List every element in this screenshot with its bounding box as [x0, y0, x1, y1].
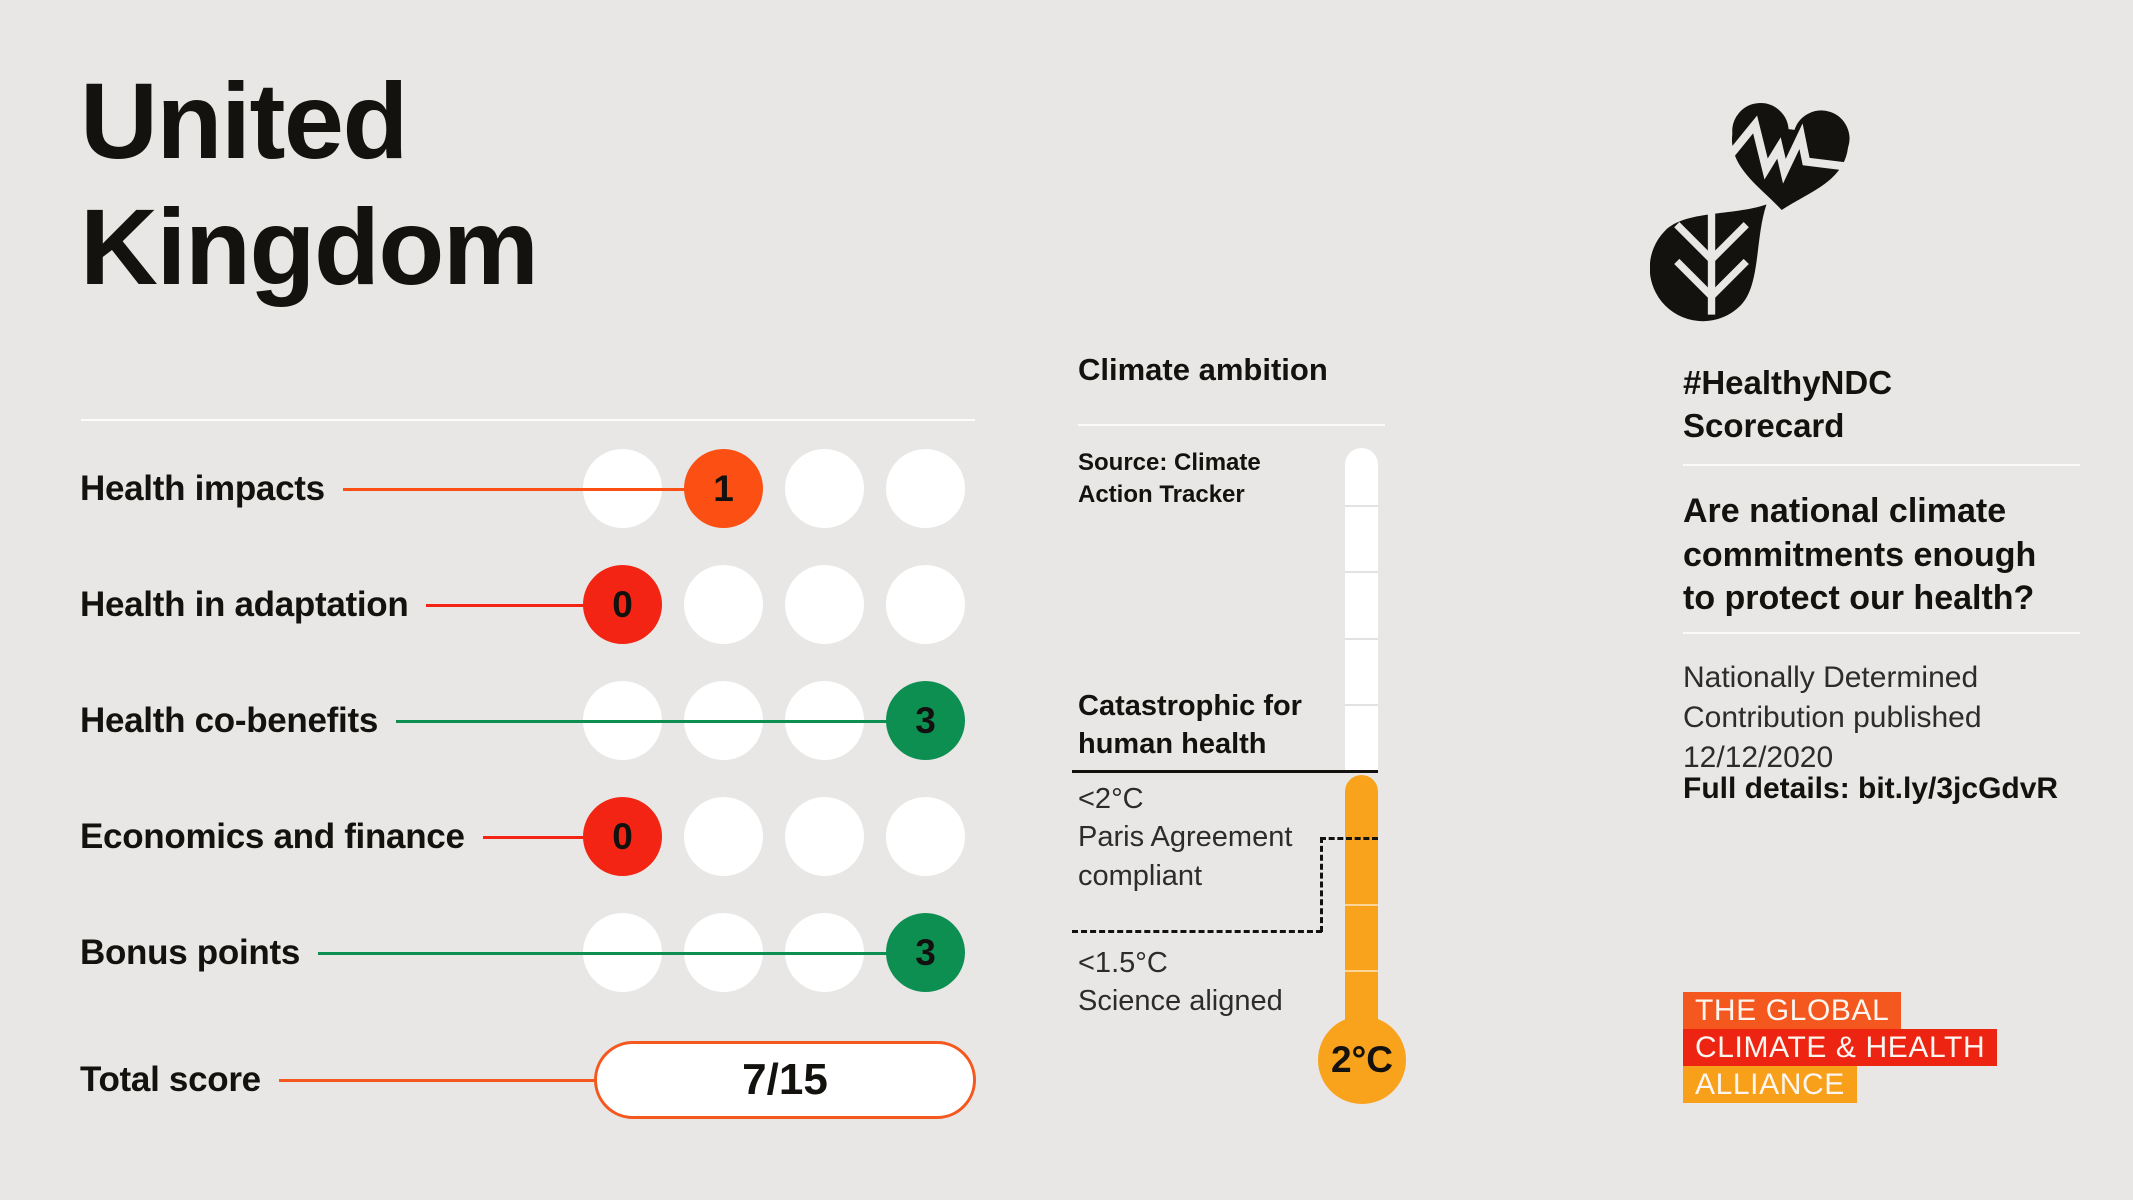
score-row-health-impacts: Health impacts 1 [80, 449, 975, 528]
total-score-label: Total score [80, 1060, 261, 1099]
one-five-degree-dashed-line [1320, 837, 1378, 840]
leader-line [343, 487, 724, 491]
score-row-label: Health co-benefits [80, 700, 378, 740]
total-score-row: Total score 7/15 [80, 1041, 976, 1119]
score-dot: 1 [684, 449, 763, 528]
score-dot: 0 [583, 797, 662, 876]
source-note: Source: Climate Action Tracker [1078, 449, 1261, 508]
score-dot: 0 [583, 565, 662, 644]
total-score-pill: 7/15 [594, 1041, 976, 1119]
score-dot [785, 565, 864, 644]
thermometer-segment-line [1345, 505, 1378, 507]
thermometer-segment-line [1345, 704, 1378, 706]
one-five-degree-label: <1.5°C Science aligned [1078, 947, 1283, 1018]
country-title: United Kingdom [80, 60, 539, 308]
score-row-label: Health in adaptation [80, 584, 409, 624]
thermometer-tube-upper [1345, 448, 1378, 772]
leader-line [396, 719, 926, 723]
hashtag-title: #HealthyNDC Scorecard [1683, 364, 1893, 444]
score-dot [886, 797, 965, 876]
score-dot: 3 [886, 681, 965, 760]
ndc-published-text: Nationally Determined Contribution publi… [1683, 661, 1982, 774]
score-row-health-in-adaptation: Health in adaptation 0 [80, 565, 975, 644]
climate-ambition-title: Climate ambition [1078, 352, 1328, 387]
thermometer-tube-fill [1345, 775, 1378, 1036]
panel-divider [1683, 464, 2080, 466]
score-row-health-co-benefits: Health co-benefits 3 [80, 681, 975, 760]
catastrophic-label: Catastrophic for human health [1078, 690, 1302, 760]
score-row-label: Economics and finance [80, 816, 465, 856]
full-details-link: Full details: bit.ly/3jcGdvR [1683, 772, 2059, 805]
score-row-label: Bonus points [80, 932, 300, 972]
leader-line [279, 1079, 594, 1082]
alliance-logo-line: THE GLOBAL [1683, 992, 1902, 1029]
question-text: Are national climate commitments enough … [1683, 492, 2037, 618]
thermometer-segment-line [1345, 571, 1378, 573]
two-degree-label: <2°C Paris Agreement compliant [1078, 783, 1293, 892]
leader-line [318, 951, 926, 955]
one-five-degree-dashed-line [1320, 837, 1323, 932]
climate-health-heart-leaf-logo-icon [1650, 100, 1856, 322]
thermometer-segment-line [1345, 970, 1378, 972]
alliance-logo-line: CLIMATE & HEALTH [1683, 1029, 1998, 1066]
score-dot [785, 449, 864, 528]
two-degree-threshold-line [1072, 770, 1378, 773]
alliance-logo: THE GLOBAL CLIMATE & HEALTH ALLIANCE [1683, 992, 1998, 1103]
thermometer-segment-line [1345, 638, 1378, 640]
score-dot [785, 797, 864, 876]
score-dot [886, 565, 965, 644]
one-five-degree-dashed-line [1072, 930, 1322, 933]
leader-line [426, 603, 623, 607]
score-dot [886, 449, 965, 528]
score-dot [684, 565, 763, 644]
panel-divider [1683, 632, 2080, 634]
alliance-logo-line: ALLIANCE [1683, 1066, 1857, 1103]
leader-line [483, 835, 623, 839]
climate-ambition-divider [1078, 424, 1385, 426]
score-row-economics-and-finance: Economics and finance 0 [80, 797, 975, 876]
thermometer-bulb: 2°C [1318, 1016, 1406, 1104]
thermometer-segment-line [1345, 904, 1378, 906]
score-dot [684, 797, 763, 876]
score-row-bonus-points: Bonus points 3 [80, 913, 975, 992]
score-row-label: Health impacts [80, 468, 325, 508]
scorecard-divider [81, 419, 975, 421]
score-dot: 3 [886, 913, 965, 992]
